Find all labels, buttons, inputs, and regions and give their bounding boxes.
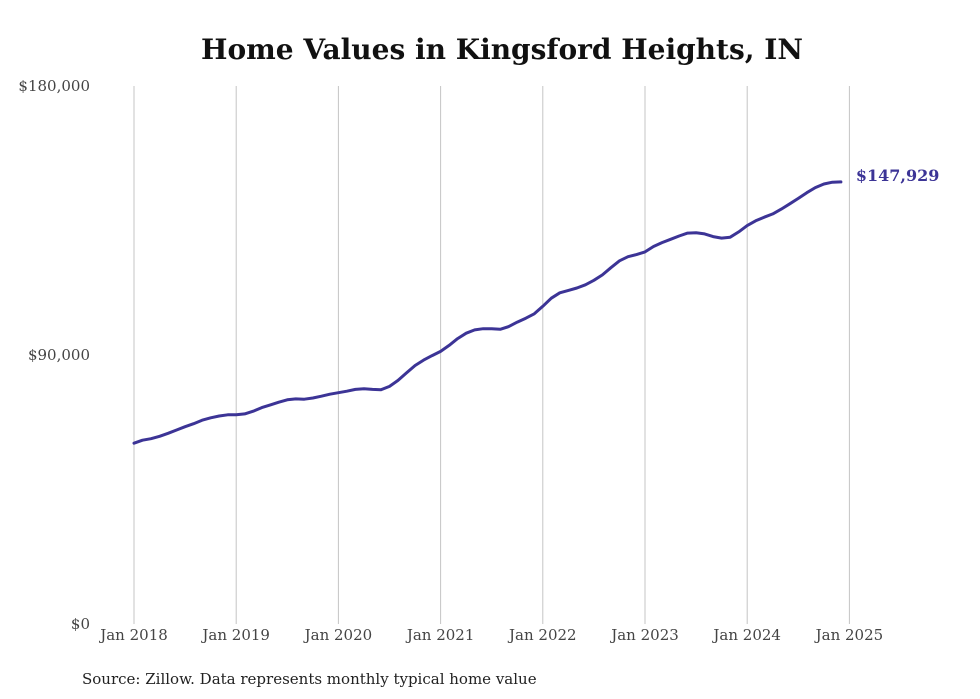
x-tick-label: Jan 2024 bbox=[711, 626, 781, 644]
y-tick-label: $90,000 bbox=[28, 346, 90, 364]
x-axis-ticks: Jan 2018 Jan 2019 Jan 2020 Jan 2021 Jan 2022… bbox=[98, 626, 883, 644]
gridlines bbox=[133, 86, 850, 624]
source-note: Source: Zillow. Data represents monthly … bbox=[82, 670, 537, 688]
x-tick-label: Jan 2022 bbox=[507, 626, 577, 644]
y-tick-label: $0 bbox=[71, 615, 90, 633]
x-tick-label: Jan 2021 bbox=[405, 626, 475, 644]
y-axis-ticks: $0 $90,000 $180,000 bbox=[18, 77, 90, 633]
x-tick-label: Jan 2020 bbox=[303, 626, 373, 644]
y-tick-label: $180,000 bbox=[18, 77, 90, 95]
x-tick-label: Jan 2025 bbox=[814, 626, 884, 644]
home-value-line bbox=[132, 180, 843, 445]
chart-title: Home Values in Kingsford Heights, IN bbox=[201, 33, 803, 66]
x-tick-label: Jan 2018 bbox=[98, 626, 168, 644]
x-tick-label: Jan 2019 bbox=[200, 626, 270, 644]
latest-value-label: $147,929 bbox=[856, 166, 940, 185]
x-tick-label: Jan 2023 bbox=[609, 626, 679, 644]
